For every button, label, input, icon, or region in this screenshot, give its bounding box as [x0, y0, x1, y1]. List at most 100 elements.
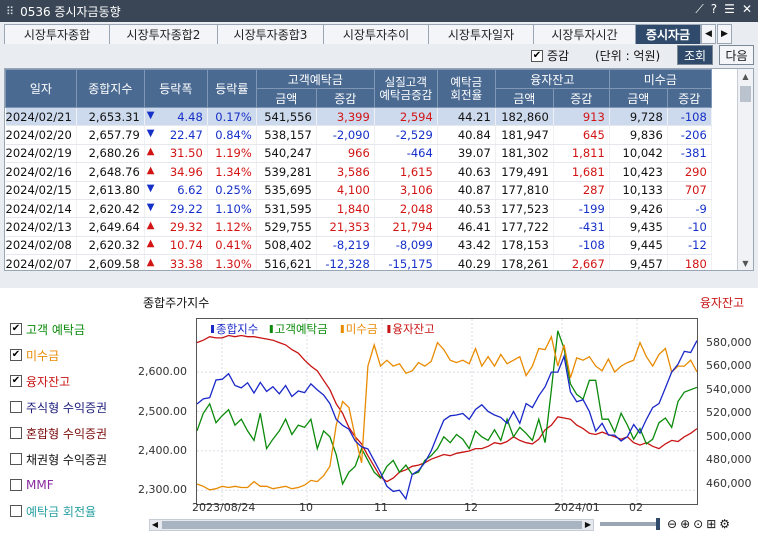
close-icon[interactable]: ✕: [741, 2, 752, 16]
tab-1[interactable]: 시장투자종합2: [109, 24, 218, 44]
cell: -108: [667, 107, 712, 127]
tab-prev-icon[interactable]: ◀: [701, 24, 716, 44]
chart-title-right: 융자잔고: [699, 296, 744, 310]
tab-3[interactable]: 시장투자추이: [323, 24, 429, 44]
checkbox-icon[interactable]: [10, 505, 22, 517]
checkbox-icon[interactable]: [10, 427, 22, 439]
checkbox-icon[interactable]: ✔: [10, 349, 22, 361]
checkbox-icon[interactable]: [10, 479, 22, 491]
y-right-tick: 500,000: [706, 429, 752, 443]
cell: 1.30%: [207, 254, 257, 270]
sub-change: 증감: [552, 88, 610, 108]
cell: 508,402: [256, 236, 317, 256]
table-row[interactable]: 2024/02/15 2,613.80 ▼ 6.62 0.25% 535,695 4,100…: [5, 181, 712, 200]
series-toggle[interactable]: ✔ 고객 예탁금: [10, 316, 107, 342]
table-row[interactable]: 2024/02/20 2,657.79 ▼ 22.47 0.84% 538,157 -2,0…: [5, 125, 712, 145]
series-toggle[interactable]: ✔ 미수금: [10, 342, 107, 368]
checkbox-icon[interactable]: [10, 453, 22, 465]
zoom-in-icon[interactable]: ⊕: [680, 517, 691, 531]
series-toggle[interactable]: MMF: [10, 472, 107, 498]
change-checkbox[interactable]: ✔ 증감: [531, 49, 570, 63]
cell: 43.42: [437, 236, 496, 256]
cell: ▼ 22.47: [144, 125, 208, 145]
cell: 2,649.64: [76, 217, 145, 237]
series-toggle[interactable]: 주식형 수익증권: [10, 394, 107, 420]
cell: 10,042: [609, 144, 668, 164]
table-row[interactable]: 2024/02/21 2,653.31 ▼ 4.48 0.17% 541,556 3,399…: [5, 107, 712, 127]
cell: 2,594: [374, 107, 438, 127]
cell: 40.53: [437, 199, 496, 219]
cell: 2024/02/14: [5, 199, 77, 219]
table-row[interactable]: 2024/02/07 2,609.58 ▲ 33.38 1.30% 516,621 -12,…: [5, 254, 712, 270]
tab-next-icon[interactable]: ▶: [717, 24, 732, 44]
horizontal-scrollbar[interactable]: ◀ ▶: [149, 519, 594, 531]
table-row[interactable]: 2024/02/14 2,620.42 ▼ 29.22 1.10% 531,595 1,84…: [5, 199, 712, 219]
scroll-left-icon[interactable]: ◀: [151, 520, 159, 529]
scroll-right-icon[interactable]: ▶: [584, 520, 592, 529]
pin-icon[interactable]: ⟋: [695, 2, 704, 16]
series-toggle[interactable]: 예탁금 회전율: [10, 498, 107, 524]
series-toggle[interactable]: 혼합형 수익증권: [10, 420, 107, 446]
cell: 181,947: [495, 125, 554, 145]
tab-0[interactable]: 시장투자종합: [4, 24, 110, 44]
down-arrow-icon: ▼: [146, 201, 155, 213]
cell: 535,695: [256, 181, 317, 200]
zoom-reset-icon[interactable]: ⊙: [693, 517, 704, 531]
zoom-area-icon[interactable]: ⊞: [706, 517, 717, 531]
down-arrow-icon: ▼: [146, 128, 155, 140]
checkbox-icon[interactable]: [10, 401, 22, 413]
hscroll-thumb[interactable]: [162, 521, 582, 529]
col-index: 종합지수: [75, 69, 145, 108]
vertical-scrollbar[interactable]: ▲ ▼: [737, 69, 753, 270]
cell: 9,728: [609, 107, 668, 127]
cell: 529,755: [256, 217, 317, 237]
cell: 9,426: [609, 199, 668, 219]
x-tick: 12: [464, 501, 478, 514]
settings-icon[interactable]: ⚙: [719, 517, 731, 531]
cell: ▲ 31.50: [144, 144, 208, 164]
zoom-slider[interactable]: [600, 518, 660, 530]
series-toggle[interactable]: 채권형 수익증권: [10, 446, 107, 472]
plot-area[interactable]: 종합지수 고객예탁금 미수금 융자잔고: [196, 318, 698, 505]
table-row[interactable]: 2024/02/19 2,680.26 ▲ 31.50 1.19% 540,247 966-…: [5, 144, 712, 164]
tab-6[interactable]: 증시자금: [635, 24, 701, 44]
grid-icon[interactable]: ⠿: [6, 4, 15, 18]
tab-4[interactable]: 시장투자일자: [428, 24, 534, 44]
data-table: 일자 종합지수 등락폭 등락률 고객예탁금 실질고객 예탁금증감 예탁금 회전율…: [4, 68, 754, 271]
checkbox-icon[interactable]: ✔: [531, 49, 543, 62]
cell: 178,153: [495, 236, 554, 256]
cell: 516,621: [256, 254, 317, 270]
table-row[interactable]: 2024/02/08 2,620.32 ▲ 10.74 0.41% 508,402 -8,2…: [5, 236, 712, 256]
cell: 1,615: [374, 162, 438, 182]
cell: 2024/02/08: [5, 236, 77, 256]
zoom-out-icon[interactable]: ⊖: [667, 517, 678, 531]
menu-icon[interactable]: ☰: [724, 2, 735, 16]
table-row[interactable]: 2024/02/13 2,649.64 ▲ 29.32 1.12% 529,755 21,3…: [5, 217, 712, 237]
down-arrow-icon: ▼: [146, 109, 155, 121]
series-toggle[interactable]: ✔ 융자잔고: [10, 368, 107, 394]
cell: 40.63: [437, 162, 496, 182]
cell: -381: [667, 144, 712, 164]
cell: 1,811: [553, 144, 610, 164]
tab-2[interactable]: 시장투자종합3: [217, 24, 324, 44]
help-icon[interactable]: ?: [710, 2, 718, 16]
cell: 2024/02/16: [5, 162, 77, 182]
cell: -10: [667, 217, 712, 237]
search-button[interactable]: 조회: [677, 45, 713, 65]
table-row[interactable]: 2024/02/16 2,648.76 ▲ 34.96 1.34% 539,281 3,58…: [5, 162, 712, 182]
next-button[interactable]: 다음: [719, 45, 754, 65]
col-change: 등락폭: [143, 69, 208, 108]
up-arrow-icon: ▲: [146, 146, 155, 158]
checkbox-icon[interactable]: ✔: [10, 323, 22, 335]
tab-5[interactable]: 시장투자시간: [533, 24, 636, 44]
cell: 1,681: [553, 162, 610, 182]
cell: 46.41: [437, 217, 496, 237]
legend-marker: [269, 325, 273, 333]
up-arrow-icon: ▲: [146, 220, 155, 232]
checkbox-icon[interactable]: ✔: [10, 375, 22, 387]
cell: 0.25%: [207, 181, 257, 200]
scroll-down-icon[interactable]: ▼: [742, 259, 749, 268]
scroll-thumb[interactable]: [740, 86, 751, 102]
scroll-up-icon[interactable]: ▲: [742, 72, 749, 81]
cell: 1.34%: [207, 162, 257, 182]
